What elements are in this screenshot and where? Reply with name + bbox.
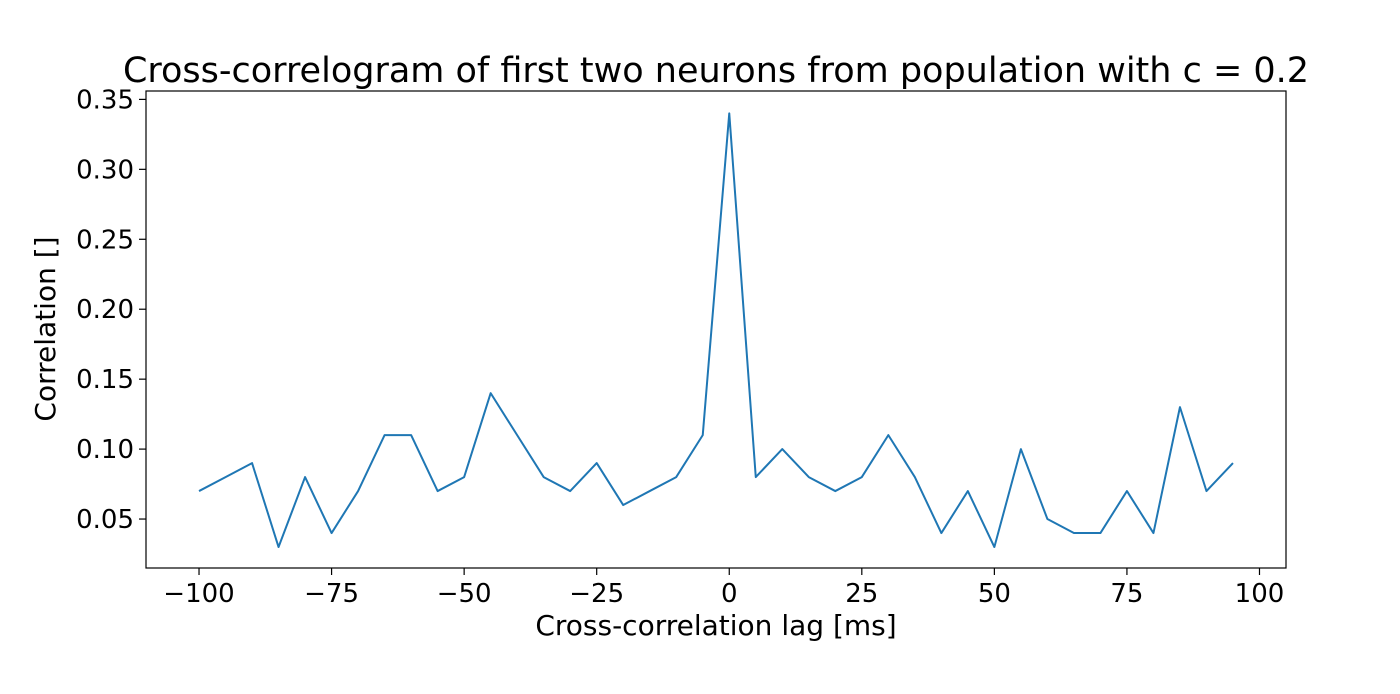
x-tick-label: −25 <box>569 579 624 609</box>
series-line <box>198 112 1234 549</box>
y-tick-label: 0.25 <box>76 225 134 255</box>
y-tick-label: 0.10 <box>76 435 134 465</box>
plot-area <box>198 112 1234 549</box>
x-tick-label: −100 <box>163 579 234 609</box>
x-axis: −100 −75 −50 −25 0 25 50 75 100 <box>163 568 1284 609</box>
y-tick-label: 0.05 <box>76 505 134 535</box>
x-tick-label: 75 <box>1110 579 1143 609</box>
x-tick-label: 50 <box>978 579 1011 609</box>
y-axis-label: Correlation [] <box>29 236 62 421</box>
y-axis: 0.05 0.10 0.15 0.20 0.25 0.30 0.35 <box>76 85 146 535</box>
x-tick-label: 25 <box>845 579 878 609</box>
x-tick-label: −50 <box>437 579 492 609</box>
y-tick-label: 0.20 <box>76 295 134 325</box>
chart-title: Cross-correlogram of first two neurons f… <box>123 51 1309 91</box>
plot-frame <box>145 90 1287 569</box>
y-tick-label: 0.35 <box>76 85 134 115</box>
y-tick-label: 0.15 <box>76 365 134 395</box>
x-tick-label: 100 <box>1235 579 1285 609</box>
y-tick-label: 0.30 <box>76 155 134 185</box>
x-axis-label: Cross-correlation lag [ms] <box>535 609 896 642</box>
x-tick-label: 0 <box>721 579 738 609</box>
x-tick-label: −75 <box>304 579 359 609</box>
